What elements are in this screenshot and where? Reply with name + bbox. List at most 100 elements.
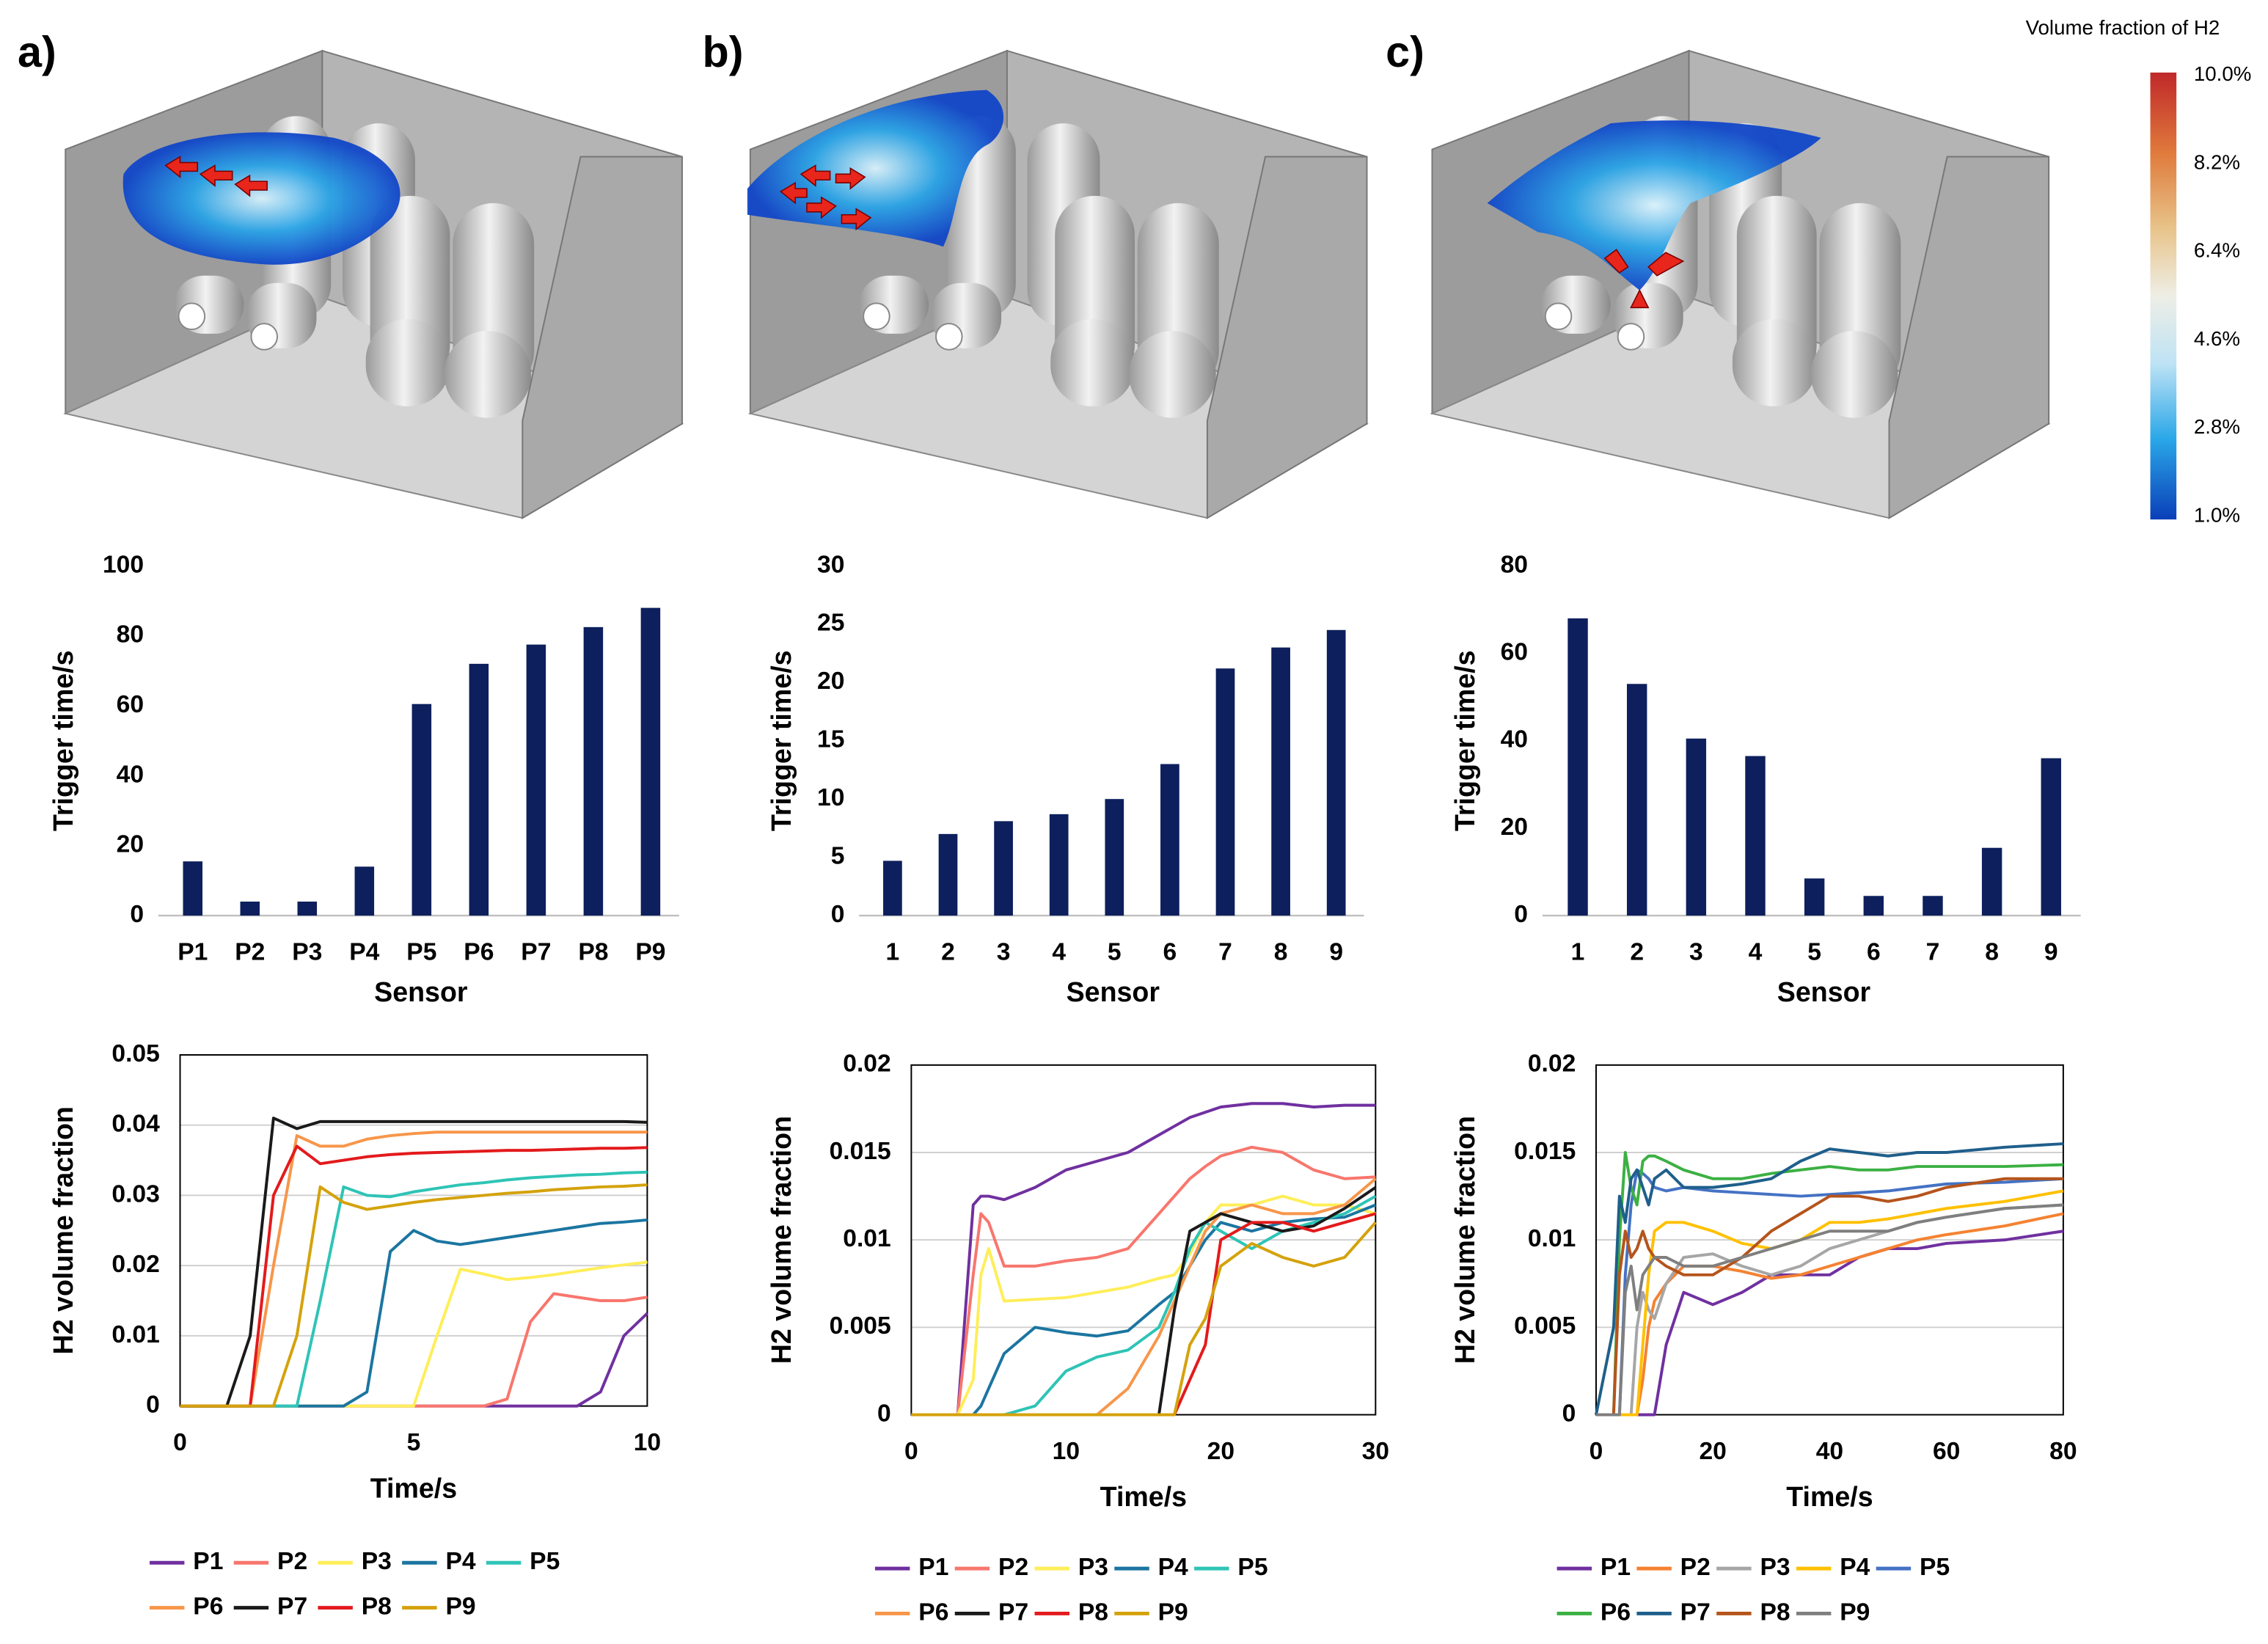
y-tick-label: 0.02 <box>111 1251 159 1278</box>
legend-label: P9 <box>1158 1599 1188 1626</box>
bar <box>883 861 902 916</box>
tank-scene <box>749 50 1368 519</box>
y-tick-label: 0.02 <box>1528 1051 1576 1078</box>
y-tick-label: 0.05 <box>111 1040 159 1067</box>
legend-label: P8 <box>1078 1599 1108 1626</box>
y-tick-label: 0 <box>130 901 144 928</box>
y-tick-label: 0 <box>1514 901 1528 928</box>
legend-label: P5 <box>1920 1554 1950 1581</box>
bar <box>1105 799 1124 916</box>
y-tick-label: 0.01 <box>1528 1225 1576 1252</box>
y-tick-label: 20 <box>1501 814 1528 841</box>
y-tick-label: 0 <box>146 1391 160 1418</box>
bar <box>1160 764 1179 916</box>
bar <box>1215 668 1235 916</box>
x-tick-label: P2 <box>235 938 265 965</box>
x-tick-label: P7 <box>521 938 551 965</box>
x-tick-label: 60 <box>1933 1438 1960 1465</box>
y-tick-label: 80 <box>1501 551 1528 578</box>
data-line <box>911 1221 1377 1417</box>
bar <box>469 663 489 916</box>
legend-label: P4 <box>445 1548 475 1575</box>
x-tick-label: 7 <box>1218 938 1232 965</box>
y-tick-label: 0.015 <box>1514 1138 1576 1165</box>
y-tick-label: 30 <box>817 551 844 578</box>
legend-label: P2 <box>277 1548 307 1575</box>
y-tick-label: 0.01 <box>111 1321 159 1348</box>
x-tick-label: P3 <box>292 938 322 965</box>
x-tick-label: 5 <box>1807 938 1821 965</box>
bar <box>1863 896 1884 916</box>
legend-label: P7 <box>277 1593 307 1620</box>
x-tick-label: 6 <box>1163 938 1177 965</box>
y-tick-label: 20 <box>117 831 144 858</box>
data-line <box>1595 1203 2063 1417</box>
y-tick-label: 0 <box>877 1400 891 1427</box>
data-line <box>180 1144 648 1408</box>
x-tick-label: 8 <box>1274 938 1288 965</box>
x-tick-label: 5 <box>1108 938 1122 965</box>
y-tick-label: 40 <box>117 761 144 788</box>
y-tick-label: 60 <box>1501 638 1528 665</box>
x-tick-label: 3 <box>997 938 1011 965</box>
legend-label: P8 <box>1760 1599 1790 1626</box>
legend-label: P5 <box>1237 1554 1267 1581</box>
legend-label: P7 <box>1680 1599 1711 1626</box>
bar <box>526 644 546 916</box>
x-tick-label: 10 <box>634 1429 661 1456</box>
hydrogen-plume <box>1487 120 1821 291</box>
y-axis-title: H2 volume fraction <box>766 1116 797 1364</box>
x-tick-label: 2 <box>941 938 955 965</box>
bar <box>1049 814 1069 916</box>
x-tick-label: 7 <box>1926 938 1940 965</box>
colorbar-label: 10.0% <box>2194 62 2252 85</box>
legend-label: P1 <box>918 1554 948 1581</box>
x-tick-label: 0 <box>173 1429 187 1456</box>
data-line <box>911 1102 1376 1417</box>
x-tick-label: 4 <box>1052 938 1066 965</box>
y-axis-title: Trigger time/s <box>1449 651 1480 831</box>
legend-label: P9 <box>445 1593 475 1620</box>
x-tick-label: 9 <box>1329 938 1343 965</box>
data-line <box>1595 1142 2063 1415</box>
bar <box>1626 684 1647 916</box>
legend-label: P3 <box>1078 1554 1108 1581</box>
y-tick-label: 5 <box>831 843 845 870</box>
x-axis-title: Time/s <box>1786 1481 1873 1512</box>
y-tick-label: 0.04 <box>111 1111 160 1138</box>
y-tick-label: 0.015 <box>830 1138 891 1165</box>
legend-label: P8 <box>362 1593 392 1620</box>
y-axis-title: H2 volume fraction <box>48 1106 78 1354</box>
y-tick-label: 0 <box>831 901 845 928</box>
y-tick-label: 40 <box>1501 726 1528 753</box>
colorbar-label: 8.2% <box>2194 150 2240 173</box>
data-line <box>180 1292 648 1408</box>
colorbar-label: 4.6% <box>2194 327 2240 350</box>
y-axis-title: Trigger time/s <box>766 651 797 831</box>
colorbar-label: 2.8% <box>2194 415 2240 438</box>
x-tick-label: 30 <box>1362 1438 1389 1465</box>
x-tick-label: 2 <box>1630 938 1644 965</box>
data-line <box>911 1212 1376 1417</box>
legend-label: P1 <box>1601 1554 1631 1581</box>
x-tick-label: 0 <box>1590 1438 1603 1465</box>
tank-scene <box>1431 50 2050 519</box>
data-line <box>180 1183 648 1408</box>
x-tick-label: 9 <box>2044 938 2058 965</box>
legend-label: P6 <box>193 1593 223 1620</box>
data-line <box>1595 1150 2063 1417</box>
legend-label: P4 <box>1840 1554 1870 1581</box>
x-tick-label: P8 <box>578 938 608 965</box>
panel-label: c) <box>1386 27 1424 76</box>
data-line <box>1595 1212 2064 1417</box>
x-axis-title: Sensor <box>374 976 468 1007</box>
x-tick-label: 5 <box>407 1429 421 1456</box>
x-tick-label: P6 <box>464 938 494 965</box>
x-tick-label: P4 <box>349 938 379 965</box>
y-tick-label: 80 <box>117 621 144 649</box>
x-tick-label: 1 <box>1571 938 1585 965</box>
bar <box>994 821 1013 916</box>
bar <box>1804 878 1825 916</box>
